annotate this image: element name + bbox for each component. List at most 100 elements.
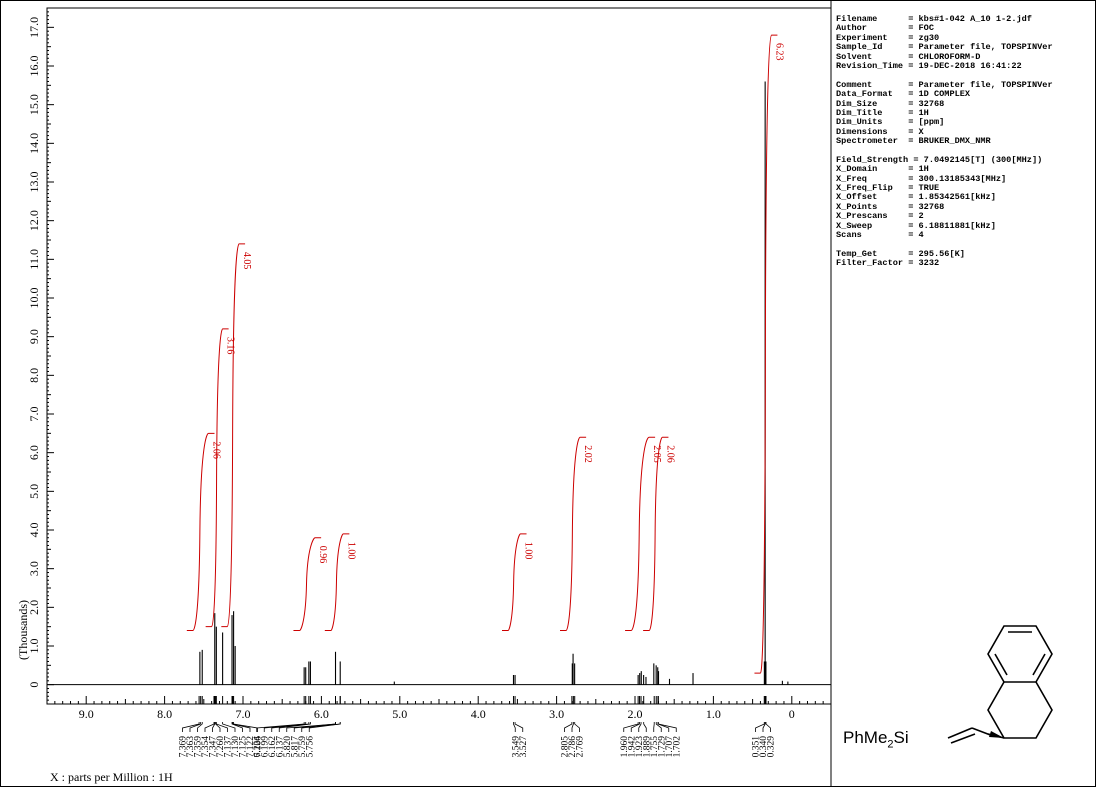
peak-ppm-label: 1.702	[672, 736, 682, 758]
integral-curve	[221, 243, 246, 628]
x-axis-label: X : parts per Million : 1H	[50, 770, 173, 784]
peak-ppm-label: 7.122	[246, 736, 256, 758]
integral-curve	[324, 533, 350, 632]
peak-pointer-line	[657, 722, 677, 732]
y-tick-label: 13.0	[27, 172, 41, 193]
x-tick-label: 8.0	[157, 707, 172, 721]
peak-pointer-line	[630, 722, 640, 732]
y-tick-label: 5.0	[27, 484, 41, 499]
peak-pointer-line	[564, 722, 573, 732]
param-line: Dimensions = X	[836, 126, 924, 137]
integral-label: 2.05	[651, 445, 662, 463]
param-line: Filter_Factor = 3232	[836, 258, 940, 269]
peak-ppm-label: 7.347	[209, 736, 219, 758]
param-line: Sample_Id = Parameter file, TOPSPINVer	[836, 42, 1053, 53]
peak-pointer-line	[293, 722, 336, 732]
y-tick-label: 10.0	[27, 288, 41, 309]
peak-pointer-line	[643, 722, 647, 732]
y-tick-label: 12.0	[27, 210, 41, 231]
integral-curve	[560, 436, 587, 632]
peak-ppm-label: 3.527	[519, 736, 529, 758]
peak-ppm-label: 5.759	[298, 736, 308, 758]
peak-pointer-line	[638, 722, 642, 732]
peak-ppm-label: 3.549	[511, 736, 521, 758]
peak-ppm-label: 6.224	[253, 736, 263, 758]
integral-label: 2.06	[664, 445, 675, 463]
y-tick-label: 2.0	[27, 600, 41, 615]
param-line: X_Points = 32768	[836, 201, 945, 212]
peak-ppm-label: 0.329	[767, 736, 777, 758]
integral-label: 0.96	[317, 546, 328, 564]
peak-pointer-line	[271, 722, 310, 732]
integral-layer: 2.063.164.050.96 1.00 1.002.02 2.05 2.066.23	[186, 34, 784, 674]
peak-ppm-label: 7.354	[201, 736, 211, 758]
peak-pointer-line	[308, 722, 341, 732]
peak-ppm-label: 7.106	[254, 736, 264, 758]
integral-curve	[205, 328, 229, 628]
peak-pointer-line	[571, 722, 574, 732]
x-tick-label: 4.0	[471, 707, 486, 721]
peak-pointer-line	[222, 722, 236, 732]
y-axis-label: (Thousands)	[16, 600, 30, 660]
peak-ppm-label: 1.960	[620, 736, 630, 758]
peak-ppm-label: 7.359	[194, 736, 204, 758]
peak-pointer-line	[514, 722, 524, 732]
peak-ppm-label: 5.756	[305, 736, 315, 758]
peak-ppm-label: 2.769	[576, 736, 586, 758]
peak-pointer-line	[655, 722, 662, 732]
integral-curve	[643, 436, 669, 632]
y-tick-label: 1.0	[27, 639, 41, 654]
x-tick-label: 2.0	[628, 707, 643, 721]
param-line: Author = FOC	[836, 23, 934, 34]
integral-label: 6.23	[773, 43, 784, 61]
param-line: X_Freq = 300.13185343[MHz]	[836, 173, 1007, 184]
y-tick-label: 17.0	[27, 17, 41, 38]
param-line: Solvent = CHLOROFORM-D	[836, 51, 981, 62]
peak-ppm-label: 1.889	[642, 736, 652, 758]
peak-ppm-label: 0.340	[759, 736, 769, 758]
y-tick-label: 7.0	[27, 407, 41, 422]
peak-ppm-label: 1.729	[657, 736, 667, 758]
param-line: Field_Strength = 7.0492145[T] (300[MHz])	[836, 154, 1043, 165]
peak-pointer-line	[182, 722, 200, 732]
y-tick-label: 4.0	[27, 523, 41, 538]
param-line: Dim_Units = [ppm]	[836, 117, 945, 128]
peak-pointer-line	[212, 722, 216, 732]
spectrum-layer	[47, 81, 831, 686]
integral-curve	[293, 537, 322, 632]
peak-ppm-label: 7.137	[224, 736, 234, 758]
peak-pointer-line	[278, 722, 311, 732]
y-tick-label: 16.0	[27, 56, 41, 77]
param-line: X_Prescans = 2	[836, 211, 924, 222]
peak-ppm-label: 2.805	[561, 736, 571, 758]
param-line: Spectrometer = BRUKER_DMX_NMR	[836, 136, 991, 147]
plot-frame	[46, 7, 832, 705]
acquisition-parameters: Filename = kbs#1-042 A_10 1-2.jdf Author …	[836, 14, 1053, 269]
peak-pointer-line	[197, 722, 203, 732]
integral-curve	[625, 436, 656, 632]
peak-ppm-label: 6.137	[275, 736, 285, 758]
peak-ppm-label: 6.199	[260, 736, 270, 758]
param-line: Dim_Size = 32768	[836, 98, 945, 109]
x-tick-label: 5.0	[392, 707, 407, 721]
peak-pointer-line	[574, 722, 580, 732]
peak-pointer-line	[232, 722, 251, 732]
integral-label: 1.00	[523, 542, 534, 560]
integral-curve	[754, 34, 778, 674]
peak-ppm-label: 7.363	[186, 736, 196, 758]
peak-ppm-label: 1.707	[665, 736, 675, 758]
y-tick-label: 3.0	[27, 561, 41, 576]
param-line: Data_Format = 1D COMPLEX	[836, 89, 971, 100]
peak-pointer-line	[189, 722, 202, 732]
peak-ppm-label: 0.351	[752, 736, 762, 758]
param-line: Filename = kbs#1-042 A_10 1-2.jdf	[836, 14, 1032, 24]
x-tick-label: 6.0	[314, 707, 329, 721]
peak-ppm-label: 7.369	[179, 736, 189, 758]
y-tick-label: 8.0	[27, 368, 41, 383]
peak-ppm-label: 5.817	[290, 736, 300, 758]
peak-ppm-label: 6.162	[268, 736, 278, 758]
peak-pointer-line	[513, 722, 516, 732]
peak-ppm-label: 1.755	[650, 736, 660, 758]
integral-label: 2.06	[211, 441, 222, 459]
